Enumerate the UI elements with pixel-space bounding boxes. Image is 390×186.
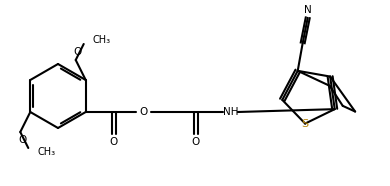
Text: O: O [191,137,200,147]
Text: NH: NH [223,107,238,117]
Text: O: O [18,135,27,145]
Text: O: O [110,137,118,147]
Text: CH₃: CH₃ [93,35,111,45]
Text: CH₃: CH₃ [37,147,55,157]
Text: O: O [74,47,82,57]
Text: N: N [304,5,312,15]
Text: S: S [301,118,309,129]
Text: O: O [140,107,148,117]
